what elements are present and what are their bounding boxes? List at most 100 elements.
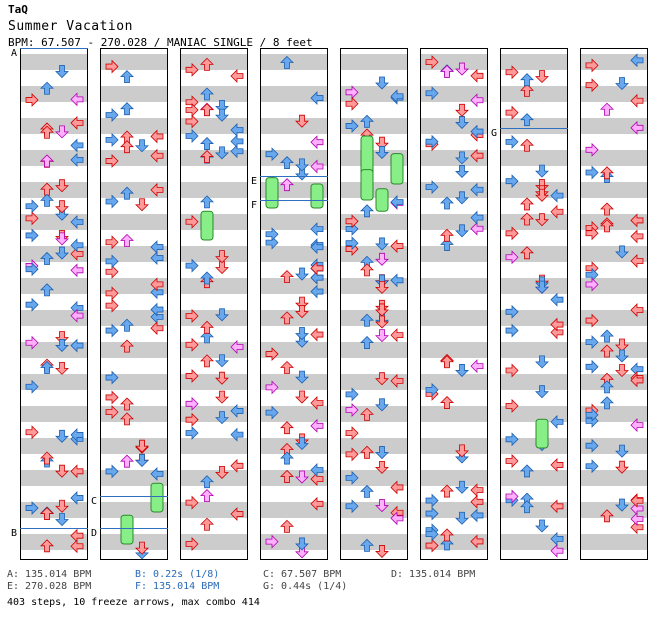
step-arrow xyxy=(470,93,484,108)
step-arrow xyxy=(55,331,69,345)
step-arrow xyxy=(40,451,54,465)
step-arrow xyxy=(310,240,324,255)
step-arrow xyxy=(600,166,614,180)
step-arrow xyxy=(505,174,519,189)
step-arrow xyxy=(70,115,84,130)
step-arrow xyxy=(600,219,614,233)
step-arrow xyxy=(615,245,629,259)
lane-stripe xyxy=(580,150,648,166)
lane-stripe xyxy=(20,438,88,454)
step-arrow xyxy=(440,484,454,498)
step-arrow xyxy=(25,425,39,440)
step-arrow xyxy=(505,226,519,241)
lane-3 xyxy=(180,48,248,560)
lane-stripe xyxy=(420,278,488,294)
lane-stripe xyxy=(340,182,408,198)
step-arrow xyxy=(40,283,54,297)
lane-stripe xyxy=(180,470,248,486)
step-arrow xyxy=(70,490,84,505)
freeze-arrow xyxy=(360,169,374,201)
step-arrow xyxy=(280,311,294,325)
marker-label-B: B xyxy=(11,528,17,539)
lane-stripe xyxy=(100,534,168,550)
step-arrow xyxy=(280,451,294,465)
step-arrow xyxy=(425,382,439,397)
lane-stripe xyxy=(500,118,568,134)
lane-border xyxy=(340,48,408,560)
lane-stripe xyxy=(500,310,568,326)
step-arrow xyxy=(295,537,309,551)
step-arrow xyxy=(600,344,614,358)
step-arrow xyxy=(185,62,199,77)
chart-meta: BPM: 67.507 - 270.028 / MANIAC SINGLE / … xyxy=(8,36,313,49)
step-arrow xyxy=(375,76,389,90)
lane-stripe xyxy=(580,438,648,454)
step-arrow xyxy=(505,489,519,504)
step-arrow xyxy=(280,156,294,170)
step-arrow xyxy=(150,182,164,197)
lane-border xyxy=(500,48,568,560)
step-arrow xyxy=(630,213,644,228)
step-arrow xyxy=(55,200,69,214)
lane-stripe xyxy=(340,438,408,454)
lane-stripe xyxy=(20,86,88,102)
lane-stripe xyxy=(340,118,408,134)
lane-1 xyxy=(20,48,88,560)
step-arrow xyxy=(345,403,359,417)
step-arrow xyxy=(105,370,119,385)
step-arrow xyxy=(215,466,229,479)
lane-stripe xyxy=(180,54,248,70)
lane-stripe xyxy=(420,374,488,390)
step-arrow xyxy=(185,396,199,411)
step-arrow xyxy=(585,58,599,73)
step-arrow xyxy=(425,493,439,508)
step-arrow xyxy=(310,284,324,299)
step-arrow xyxy=(425,180,439,195)
lane-border xyxy=(420,48,488,560)
lane-stripe xyxy=(340,54,408,70)
lane-stripe xyxy=(420,310,488,326)
step-arrow xyxy=(295,437,309,451)
step-arrow xyxy=(585,226,599,241)
step-arrow xyxy=(105,286,119,301)
step-arrow xyxy=(280,519,294,533)
step-arrow xyxy=(375,460,389,474)
lane-stripe xyxy=(500,342,568,358)
step-arrow xyxy=(455,151,469,165)
lane-stripe xyxy=(260,278,328,294)
step-arrow xyxy=(55,513,69,527)
step-arrow xyxy=(215,146,229,160)
step-arrow xyxy=(215,108,229,122)
step-arrow xyxy=(390,328,404,343)
step-arrow xyxy=(375,237,389,251)
lane-stripe xyxy=(260,470,328,486)
lane-stripe xyxy=(580,214,648,230)
step-arrow xyxy=(310,496,324,511)
step-arrow xyxy=(550,188,564,203)
freeze-arrow xyxy=(535,418,549,449)
step-arrow xyxy=(630,229,644,244)
step-arrow xyxy=(265,405,279,420)
lane-stripe xyxy=(180,374,248,390)
lane-stripe xyxy=(420,406,488,422)
step-arrow xyxy=(120,102,134,116)
step-arrow xyxy=(550,204,564,219)
step-arrow xyxy=(120,140,134,154)
step-arrow xyxy=(375,146,389,159)
step-arrow xyxy=(70,539,84,554)
step-arrow xyxy=(375,136,389,150)
step-arrow xyxy=(440,395,454,409)
step-arrow xyxy=(185,129,199,143)
step-arrow xyxy=(120,454,134,468)
step-arrow xyxy=(390,195,404,209)
lane-stripe xyxy=(20,54,88,70)
step-arrow xyxy=(470,68,484,83)
step-arrow xyxy=(25,501,39,516)
step-arrow xyxy=(520,138,534,152)
step-arrow xyxy=(135,198,149,212)
step-arrow xyxy=(185,412,199,427)
step-arrow xyxy=(310,327,324,342)
step-arrow xyxy=(215,371,229,385)
step-arrow xyxy=(535,355,549,369)
lane-stripe xyxy=(500,374,568,390)
